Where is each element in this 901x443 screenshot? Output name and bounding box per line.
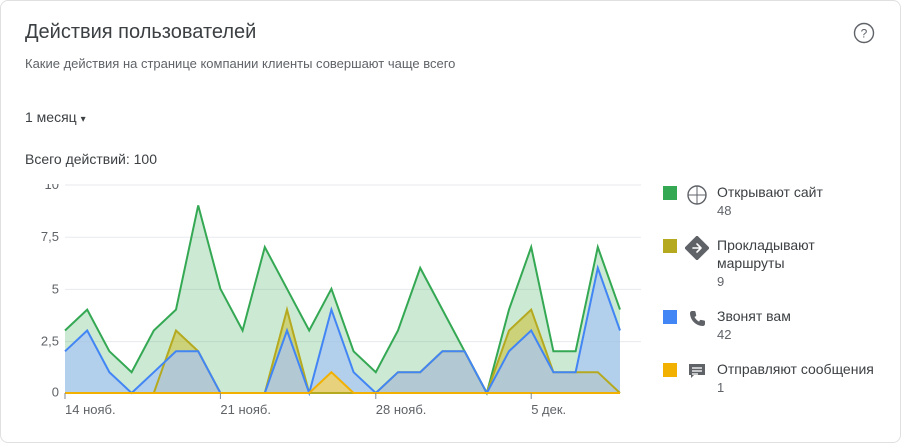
svg-text:5: 5 <box>52 281 59 296</box>
svg-text:?: ? <box>861 27 868 41</box>
svg-text:10: 10 <box>45 184 59 192</box>
svg-text:21 нояб.: 21 нояб. <box>220 402 271 417</box>
svg-text:2,5: 2,5 <box>41 334 59 349</box>
svg-text:5 дек.: 5 дек. <box>531 402 566 417</box>
svg-text:14 нояб.: 14 нояб. <box>65 402 116 417</box>
svg-text:0: 0 <box>52 385 59 400</box>
svg-text:7,5: 7,5 <box>41 229 59 244</box>
svg-text:28 нояб.: 28 нояб. <box>376 402 427 417</box>
